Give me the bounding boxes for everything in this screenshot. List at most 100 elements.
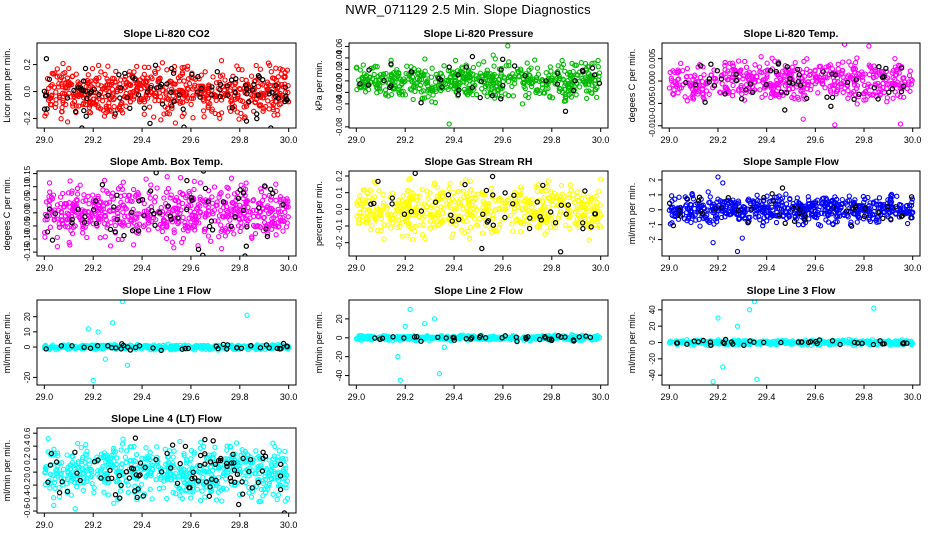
- data-point-black: [280, 201, 286, 208]
- x-tick-label: 29.8: [231, 392, 249, 402]
- data-point: [74, 191, 81, 197]
- data-point: [371, 71, 377, 78]
- data-point-outlier: [715, 174, 721, 180]
- data-point: [515, 68, 521, 75]
- data-point: [224, 184, 230, 190]
- data-point-black: [273, 82, 279, 89]
- data-point: [907, 88, 913, 94]
- data-point: [723, 86, 730, 93]
- data-point-black: [848, 223, 855, 229]
- data-point: [571, 199, 578, 205]
- data-point: [183, 97, 190, 104]
- data-point: [250, 92, 256, 99]
- data-point: [81, 192, 87, 198]
- data-point-black: [794, 66, 801, 73]
- data-point: [778, 206, 785, 212]
- data-point: [534, 188, 540, 195]
- y-tick-label: 20: [23, 312, 32, 321]
- data-point: [254, 342, 260, 348]
- data-point: [222, 226, 229, 232]
- data-point: [225, 193, 231, 199]
- data-point-black: [170, 70, 177, 76]
- data-point: [805, 82, 811, 88]
- data-point: [492, 228, 498, 234]
- x-tick-label: 29.4: [133, 135, 151, 145]
- data-point-black: [168, 65, 175, 72]
- data-point-black: [185, 345, 191, 352]
- data-point: [595, 57, 601, 64]
- data-point: [873, 73, 879, 79]
- data-point: [271, 112, 277, 118]
- data-point: [541, 90, 548, 96]
- data-point-black: [224, 342, 231, 348]
- data-point: [819, 77, 826, 84]
- data-point-black: [554, 81, 561, 87]
- data-point: [818, 210, 825, 217]
- data-point-black: [889, 86, 896, 92]
- data-point: [88, 217, 94, 224]
- data-point: [90, 345, 97, 352]
- data-point: [130, 186, 137, 193]
- data-point: [813, 73, 820, 80]
- data-point: [577, 214, 584, 220]
- data-point: [180, 235, 187, 242]
- data-point: [49, 81, 55, 88]
- data-point: [731, 71, 737, 78]
- data-point-black: [449, 218, 455, 224]
- data-point: [80, 198, 86, 204]
- data-point-black: [706, 76, 713, 82]
- data-point: [467, 178, 473, 185]
- data-point: [84, 234, 90, 241]
- data-point: [258, 189, 265, 195]
- data-point: [394, 224, 400, 231]
- data-point: [576, 337, 582, 343]
- data-point: [863, 208, 869, 214]
- data-point: [722, 67, 728, 73]
- data-point: [56, 221, 62, 227]
- data-point: [105, 190, 111, 197]
- data-point-black: [489, 92, 495, 99]
- data-point: [124, 197, 130, 203]
- data-point: [569, 81, 575, 87]
- data-point: [205, 342, 211, 349]
- data-point-black: [775, 60, 782, 66]
- data-point-black: [83, 88, 89, 95]
- data-point: [66, 90, 72, 96]
- data-point: [714, 199, 720, 205]
- data-point: [53, 345, 60, 351]
- data-point: [550, 202, 556, 208]
- data-point: [481, 89, 487, 95]
- data-point: [556, 212, 563, 218]
- data-point: [178, 207, 184, 213]
- data-point: [465, 199, 472, 205]
- data-point: [71, 93, 77, 100]
- data-point-black: [175, 215, 181, 221]
- data-point: [406, 177, 412, 183]
- x-tick-label: 29.8: [855, 263, 873, 273]
- data-point: [491, 63, 497, 69]
- data-point: [518, 229, 524, 235]
- data-point: [839, 196, 845, 203]
- y-tick-label: 0.0: [335, 203, 344, 215]
- data-point-black: [489, 173, 496, 180]
- data-point: [591, 60, 597, 66]
- data-point-black: [786, 80, 793, 86]
- data-point: [243, 180, 249, 186]
- data-point-black: [414, 334, 420, 340]
- data-point-black: [237, 187, 243, 193]
- data-point-black: [257, 345, 264, 351]
- data-point: [222, 233, 229, 239]
- data-point: [690, 196, 697, 202]
- data-point: [359, 217, 366, 223]
- data-point-black: [583, 333, 589, 339]
- data-point: [566, 192, 572, 198]
- data-point-black: [49, 237, 56, 243]
- data-point: [130, 96, 137, 102]
- data-point-black: [269, 89, 275, 95]
- data-point: [164, 223, 170, 229]
- data-point: [574, 189, 580, 195]
- data-point: [719, 81, 725, 87]
- data-point: [769, 55, 775, 61]
- data-point: [247, 215, 253, 221]
- data-point-black: [796, 72, 803, 78]
